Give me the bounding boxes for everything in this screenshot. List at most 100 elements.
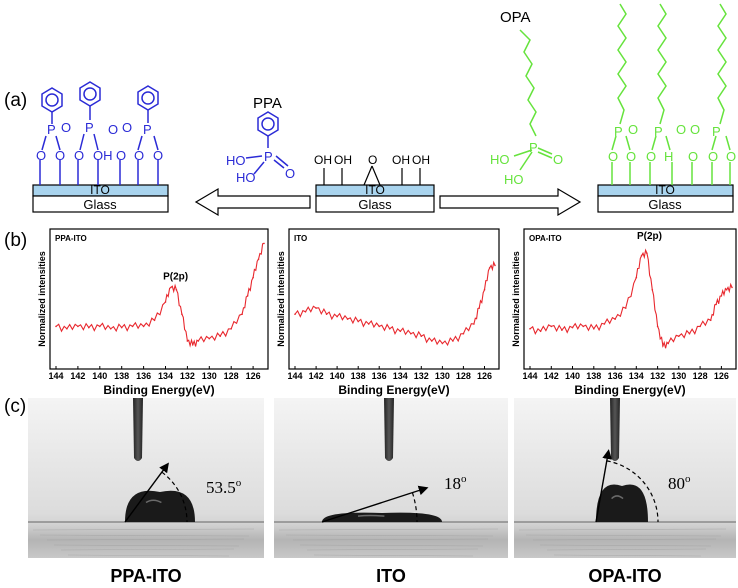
spectrum-point (646, 252, 648, 254)
opa-monolayer-atoms: P O P O O P O O O H O O O (608, 122, 736, 164)
spectrum-point (452, 340, 454, 342)
spectrum-point (582, 325, 584, 328)
ppa-mol-ho-1: HO (226, 153, 246, 168)
x-tick-label: 142 (70, 371, 85, 381)
ppa-molecule: PPA P HO HO O (226, 95, 295, 185)
spectrum-point (431, 340, 433, 342)
spectrum-plot-1: 144 142 140 138 136 134 132 130 128 126 Binding En… (37, 228, 269, 397)
angle-arc (161, 471, 188, 523)
photo-caption: PPA-ITO (110, 566, 181, 586)
opa-p-3: P (712, 124, 721, 139)
x-tick-label: 132 (180, 371, 195, 381)
dispensing-needle (610, 398, 620, 461)
ppa-o-7: O (116, 148, 126, 163)
tangent-arrow (124, 462, 169, 523)
opa-h: H (664, 149, 673, 164)
x-tick-label: 130 (435, 371, 450, 381)
surface-texture (553, 554, 702, 557)
opa-o-1: O (628, 122, 638, 137)
panel-label-c: (c) (4, 396, 26, 417)
spectrum-point (175, 289, 178, 291)
spectrum-point (378, 325, 381, 328)
peak-label: P(2p) (163, 271, 188, 282)
x-tick-label: 126 (246, 371, 261, 381)
x-tick-label: 142 (544, 371, 559, 381)
spectrum-point (635, 276, 638, 279)
spectrum-point (678, 335, 680, 338)
spectrum-point (720, 295, 723, 297)
ppa-o-2: O (108, 122, 118, 137)
x-tick-label: 138 (114, 371, 129, 381)
ppa-o-3: O (122, 120, 132, 135)
spectrum-point (494, 264, 496, 267)
dispensing-needle (133, 398, 143, 461)
plot-title: OPA-ITO (529, 234, 562, 243)
spectrum-point (219, 335, 221, 338)
y-axis-title: Normalized intensities (511, 251, 521, 347)
photo-caption: OPA-ITO (588, 566, 661, 586)
spectrum-point (120, 326, 123, 329)
x-tick-label: 136 (608, 371, 623, 381)
x-tick-label: 144 (287, 371, 302, 381)
spectrum-point (88, 326, 90, 329)
x-tick-label: 128 (693, 371, 708, 381)
spectrum-line (294, 260, 496, 347)
ppa-mol-ho-2: HO (236, 170, 256, 185)
spectrum-point (208, 337, 211, 340)
spectrum-point (241, 313, 243, 316)
x-tick-label: 132 (650, 371, 665, 381)
spectrum-plot-2: 144 142 140 138 136 134 132 130 128 126 Binding En… (276, 228, 500, 397)
spectrum-point (388, 328, 391, 330)
spectrum-plot-3: 144 142 140 138 136 134 132 130 128 126 Binding En… (511, 228, 737, 397)
spectrum-point (109, 328, 112, 330)
spectrum-point (614, 318, 616, 320)
surface-texture (292, 538, 489, 541)
center-oh-1: OH (314, 153, 332, 167)
y-axis-title: Normalized intensities (37, 251, 47, 347)
ppa-p-1: P (47, 122, 56, 137)
ppa-monolayer-atoms: P O P O O P O O O OH O O O (36, 120, 163, 163)
spectrum-point (263, 242, 265, 245)
x-tick-label: 136 (136, 371, 151, 381)
spectrum-point (561, 329, 563, 331)
spectrum-point (550, 325, 553, 328)
center-oh-4: OH (412, 153, 430, 167)
angle-arc (606, 460, 659, 523)
contact-angle-photos: 53.5o PPA-ITO 18o ITO 80o OPA-ITO (28, 398, 736, 586)
x-tick-label: 138 (586, 371, 601, 381)
panel-label-b: (b) (4, 230, 27, 251)
angle-arc (411, 492, 418, 523)
surface-texture (518, 528, 727, 531)
tangent-arrow (321, 485, 429, 523)
spectrum-point (257, 258, 260, 261)
opa-mol-ho-1: HO (490, 152, 510, 167)
x-tick-label: 132 (414, 371, 429, 381)
x-tick-label: 128 (224, 371, 239, 381)
spectrum-point (325, 313, 328, 316)
ppa-o-9: O (153, 148, 163, 163)
x-tick-label: 126 (477, 371, 492, 381)
opa-mol-ho-2: HO (504, 172, 524, 187)
center-oh-3: OH (392, 153, 410, 167)
contact-angle-value: 18o (444, 473, 467, 493)
surface-texture (539, 544, 712, 547)
water-droplet (596, 484, 648, 522)
surface-texture (67, 554, 230, 557)
spectrum-point (656, 325, 659, 328)
spectrum-point (192, 343, 194, 346)
ppa-p-2: P (85, 120, 94, 135)
x-tick-label: 128 (456, 371, 471, 381)
surface-texture (46, 538, 245, 541)
ito-label-right: ITO (655, 183, 675, 197)
spectrum-point (699, 325, 701, 328)
plot-frame (523, 228, 737, 370)
opa-monolayer (611, 3, 731, 185)
spectrum-point (181, 313, 183, 316)
spectrum-point (420, 335, 423, 338)
spectrum-point (246, 295, 249, 297)
spectrum-point (715, 303, 717, 306)
opa-o-7: O (688, 149, 698, 164)
ppa-p-3: P (143, 122, 152, 137)
spectrum-point (399, 330, 402, 333)
